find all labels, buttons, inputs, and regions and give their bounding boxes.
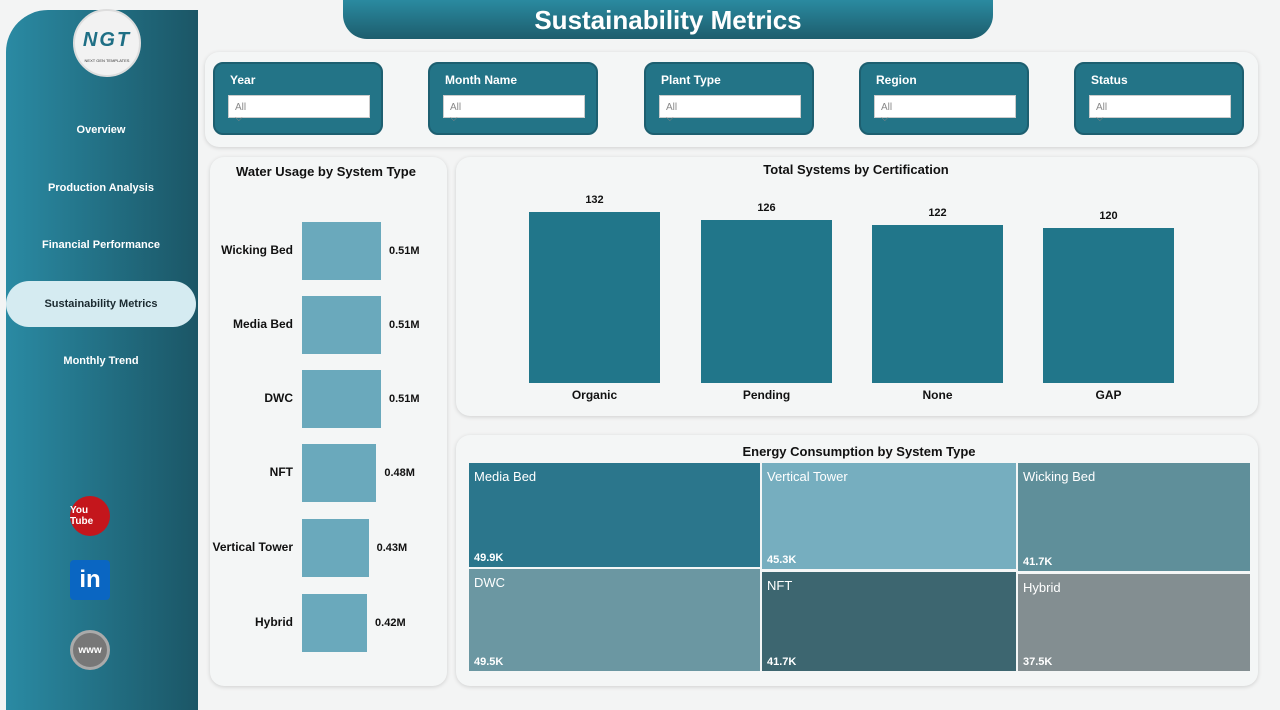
nav-financial-performance[interactable]: Financial Performance (42, 239, 160, 251)
chevron-down-icon: ⌵ (881, 113, 889, 124)
bar-value-label: 0.43M (376, 542, 408, 554)
bar-value-label: 0.48M (384, 467, 415, 479)
filter-label: Region (876, 73, 917, 87)
water-bar[interactable] (302, 444, 377, 502)
filter-month-name: Month Name All ⌵ (428, 62, 598, 135)
certification-bar[interactable] (529, 212, 660, 383)
filter-plant-type: Plant Type All ⌵ (644, 62, 814, 135)
logo-subtitle: NEXT GEN TEMPLATES (84, 58, 130, 63)
logo-text: NGT (82, 29, 132, 51)
chevron-down-icon: ⌵ (235, 113, 243, 124)
nav-production-analysis[interactable]: Production Analysis (48, 182, 154, 194)
tile-name: NFT (767, 578, 793, 593)
logo: NGT NEXT GEN TEMPLATES (73, 9, 141, 77)
bar-category-label: Hybrid (254, 615, 293, 629)
water-bar[interactable] (302, 519, 369, 577)
bar-value-label: 0.51M (389, 245, 420, 257)
bar-category-label: Vertical Tower (212, 540, 293, 554)
tile-value: 49.5K (474, 656, 504, 668)
linkedin-icon[interactable]: in (70, 560, 110, 600)
tile-value: 45.3K (767, 554, 797, 566)
filter-value: All (450, 102, 462, 113)
filter-dropdown[interactable]: All ⌵ (659, 95, 801, 124)
filter-label: Status (1091, 73, 1128, 87)
bar-category-label: DWC (264, 391, 293, 405)
bar-category-label: Pending (742, 388, 791, 402)
certification-bar[interactable] (1043, 227, 1174, 383)
tile-value: 41.7K (1023, 556, 1053, 568)
treemap-tile[interactable]: Media Bed 49.9K (469, 463, 760, 567)
filter-label: Month Name (445, 73, 517, 87)
filter-status: Status All ⌵ (1074, 62, 1244, 135)
water-usage-title: Water Usage by System Type (236, 164, 416, 179)
water-bar[interactable] (302, 594, 368, 652)
bar-value-label: 122 (928, 207, 947, 219)
tile-name: Vertical Tower (767, 469, 848, 484)
treemap-tile[interactable]: Vertical Tower 45.3K (762, 463, 1016, 569)
tile-name: Wicking Bed (1023, 469, 1096, 484)
bar-value-label: 120 (1099, 209, 1118, 222)
water-bar[interactable] (302, 296, 381, 354)
tile-value: 37.5K (1023, 656, 1053, 668)
bar-category-label: Wicking Bed (221, 243, 293, 257)
bar-category-label: Organic (571, 388, 618, 402)
page-title: Sustainability Metrics (343, 0, 993, 39)
bar-category-label: Media Bed (232, 317, 293, 331)
bar-category-label: GAP (1095, 388, 1122, 402)
bar-category-label: None (922, 388, 953, 402)
tile-name: Hybrid (1023, 580, 1061, 595)
certification-bar[interactable] (701, 219, 832, 383)
bar-value-label: 0.51M (389, 319, 420, 331)
nav-overview[interactable]: Overview (76, 124, 126, 136)
bar-value-label: 0.42M (375, 617, 406, 629)
energy-title: Energy Consumption by System Type (742, 444, 976, 459)
filter-year: Year All ⌵ (213, 62, 383, 135)
globe-icon[interactable]: www (70, 630, 110, 670)
filter-region: Region All ⌵ (859, 62, 1029, 135)
tile-value: 49.9K (474, 552, 504, 564)
certification-bar[interactable] (872, 225, 1003, 383)
youtube-icon[interactable]: You Tube (70, 496, 110, 536)
tile-name: Media Bed (474, 469, 537, 484)
filter-value: All (235, 102, 247, 113)
water-bar[interactable] (302, 370, 381, 428)
chevron-down-icon: ⌵ (666, 113, 674, 124)
chevron-down-icon: ⌵ (1096, 113, 1104, 124)
tile-name: DWC (474, 575, 506, 590)
bar-value-label: 0.51M (389, 393, 420, 405)
filter-label: Plant Type (661, 73, 721, 87)
filter-dropdown[interactable]: All ⌵ (874, 95, 1016, 124)
treemap-tile[interactable]: Wicking Bed 41.7K (1018, 463, 1250, 571)
certification-title: Total Systems by Certification (763, 162, 949, 177)
chevron-down-icon: ⌵ (450, 113, 458, 124)
water-bar[interactable] (302, 222, 381, 280)
filter-label: Year (230, 73, 256, 87)
filter-value: All (881, 102, 893, 113)
nav-sustainability-metrics[interactable]: Sustainability Metrics (6, 281, 196, 327)
filter-dropdown[interactable]: All ⌵ (443, 95, 585, 124)
treemap-tile[interactable]: Hybrid 37.5K (1018, 574, 1250, 671)
filter-dropdown[interactable]: All ⌵ (228, 95, 370, 124)
bar-value-label: 126 (757, 201, 776, 214)
filter-dropdown[interactable]: All ⌵ (1089, 95, 1231, 124)
tile-value: 41.7K (767, 656, 797, 668)
filter-value: All (1096, 102, 1108, 113)
treemap-tile[interactable]: NFT 41.7K (762, 572, 1016, 671)
treemap-tile[interactable]: DWC 49.5K (469, 569, 760, 671)
bar-value-label: 132 (585, 194, 604, 207)
filter-value: All (666, 102, 678, 113)
nav-monthly-trend[interactable]: Monthly Trend (63, 355, 139, 367)
bar-category-label: NFT (269, 465, 293, 479)
